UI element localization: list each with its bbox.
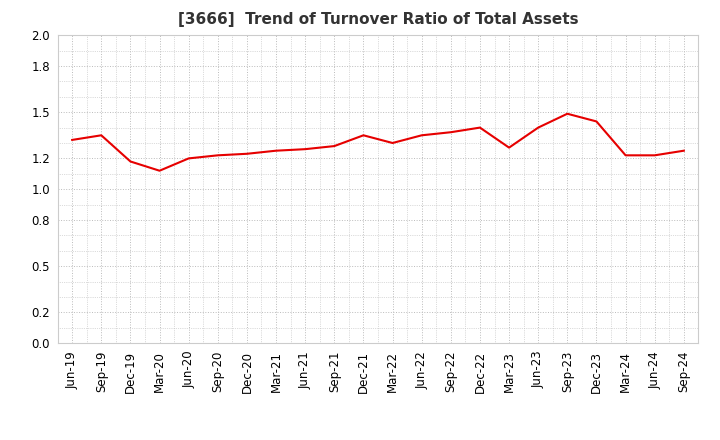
Title: [3666]  Trend of Turnover Ratio of Total Assets: [3666] Trend of Turnover Ratio of Total … [178,12,578,27]
